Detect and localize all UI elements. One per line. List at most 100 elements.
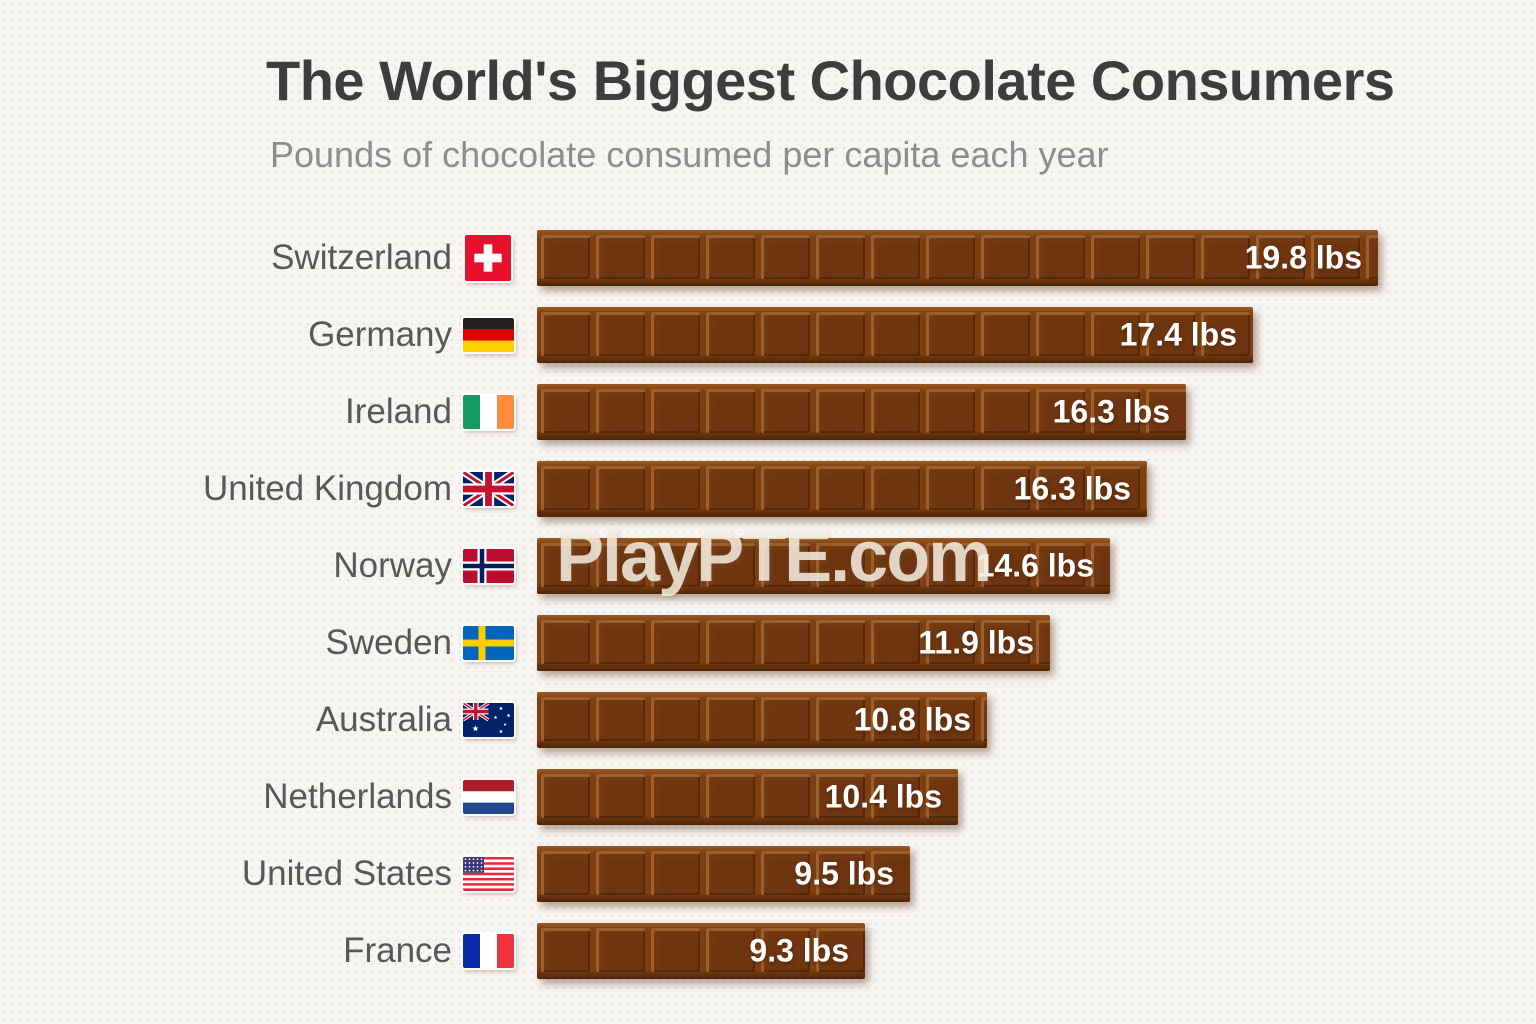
chocolate-square — [1091, 466, 1140, 510]
chocolate-square — [1311, 235, 1360, 279]
chocolate-square — [816, 312, 865, 356]
flag-norway-icon — [460, 549, 516, 583]
chocolate-segments — [541, 620, 1050, 664]
chocolate-square — [816, 543, 865, 587]
chocolate-bar: 9.5 lbs — [537, 846, 910, 902]
chocolate-square — [541, 620, 590, 664]
chocolate-square — [651, 774, 700, 818]
chocolate-square — [1201, 235, 1250, 279]
chocolate-square — [871, 774, 920, 818]
chocolate-square — [1201, 312, 1250, 356]
chocolate-square — [981, 543, 1030, 587]
chocolate-square — [871, 466, 920, 510]
country-label-us: United States — [241, 854, 452, 893]
chocolate-square — [541, 928, 590, 972]
chocolate-bar: 10.8 lbs — [537, 692, 987, 748]
chocolate-square — [596, 235, 645, 279]
value-label: 17.4 lbs — [1119, 316, 1237, 353]
chocolate-square — [816, 235, 865, 279]
flag-united-kingdom-icon — [460, 472, 516, 506]
chocolate-square — [871, 851, 910, 895]
chocolate-bar: 19.8 lbs — [537, 230, 1378, 286]
chart-row: Norway 14.6 lbs — [0, 538, 1536, 594]
chart-row: Switzerland 19.8 lbs — [0, 230, 1536, 286]
chocolate-segments — [541, 235, 1378, 279]
chocolate-square — [1146, 466, 1147, 510]
chocolate-square — [651, 312, 700, 356]
chocolate-square — [761, 851, 810, 895]
chocolate-square — [541, 389, 590, 433]
chocolate-square — [1366, 235, 1378, 279]
chocolate-square — [541, 312, 590, 356]
country-label-nl: Netherlands — [263, 777, 452, 816]
chocolate-square — [926, 543, 975, 587]
chocolate-square — [706, 235, 755, 279]
chart-row: Ireland 16.3 lbs — [0, 384, 1536, 440]
chart-row: Netherlands 10.4 lbs — [0, 769, 1536, 825]
flag-france-icon — [460, 934, 516, 968]
chocolate-square — [651, 620, 700, 664]
chocolate-square — [761, 697, 810, 741]
chocolate-square — [761, 543, 810, 587]
chocolate-square — [596, 774, 645, 818]
chocolate-square — [816, 774, 865, 818]
value-label: 10.8 lbs — [853, 701, 971, 738]
chocolate-square — [596, 928, 645, 972]
chocolate-segments — [541, 389, 1186, 433]
chocolate-square — [541, 851, 590, 895]
chocolate-square — [1091, 543, 1110, 587]
chocolate-square — [651, 851, 700, 895]
chart-row: United States 9.5 lbs — [0, 846, 1536, 902]
chocolate-square — [816, 928, 865, 972]
value-label: 19.8 lbs — [1244, 239, 1362, 276]
chocolate-square — [651, 466, 700, 510]
chocolate-square — [596, 543, 645, 587]
chocolate-square — [706, 928, 755, 972]
country-label-de: Germany — [308, 315, 452, 354]
chocolate-square — [926, 466, 975, 510]
chocolate-square — [706, 774, 755, 818]
chart-row: Australia 10.8 lbs — [0, 692, 1536, 748]
chocolate-square — [541, 697, 590, 741]
chocolate-bar: 16.3 lbs — [537, 461, 1147, 517]
chocolate-square — [596, 851, 645, 895]
chocolate-square — [816, 466, 865, 510]
chocolate-square — [816, 697, 865, 741]
chocolate-segments — [541, 851, 910, 895]
chocolate-square — [871, 697, 920, 741]
chocolate-square — [981, 466, 1030, 510]
chocolate-square — [541, 466, 590, 510]
value-label: 10.4 lbs — [824, 778, 942, 815]
chocolate-square — [926, 774, 958, 818]
chocolate-segments — [541, 928, 865, 972]
chocolate-square — [926, 389, 975, 433]
chocolate-square — [706, 389, 755, 433]
chart-subtitle: Pounds of chocolate consumed per capita … — [270, 134, 1109, 175]
chocolate-square — [1036, 389, 1085, 433]
chocolate-square — [761, 774, 810, 818]
chocolate-square — [926, 620, 975, 664]
chocolate-square — [1036, 466, 1085, 510]
chart-row: France 9.3 lbs — [0, 923, 1536, 979]
chocolate-bar: 10.4 lbs — [537, 769, 958, 825]
chocolate-square — [1146, 235, 1195, 279]
chart-row: Sweden 11.9 lbs — [0, 615, 1536, 671]
chocolate-square — [761, 312, 810, 356]
chocolate-square — [926, 235, 975, 279]
chocolate-square — [596, 389, 645, 433]
flag-switzerland-icon — [460, 235, 516, 281]
country-label-au: Australia — [315, 700, 452, 739]
value-label: 16.3 lbs — [1052, 393, 1170, 430]
value-label: 9.3 lbs — [749, 932, 849, 969]
value-label: 14.6 lbs — [976, 547, 1094, 584]
chocolate-square — [651, 697, 700, 741]
value-label: 9.5 lbs — [794, 855, 894, 892]
chocolate-square — [706, 620, 755, 664]
chocolate-segments — [541, 543, 1110, 587]
chocolate-square — [1256, 235, 1305, 279]
chocolate-bar: 17.4 lbs — [537, 307, 1253, 363]
chocolate-bar: 11.9 lbs — [537, 615, 1050, 671]
chocolate-square — [706, 543, 755, 587]
value-label: 16.3 lbs — [1013, 470, 1131, 507]
chocolate-square — [596, 697, 645, 741]
